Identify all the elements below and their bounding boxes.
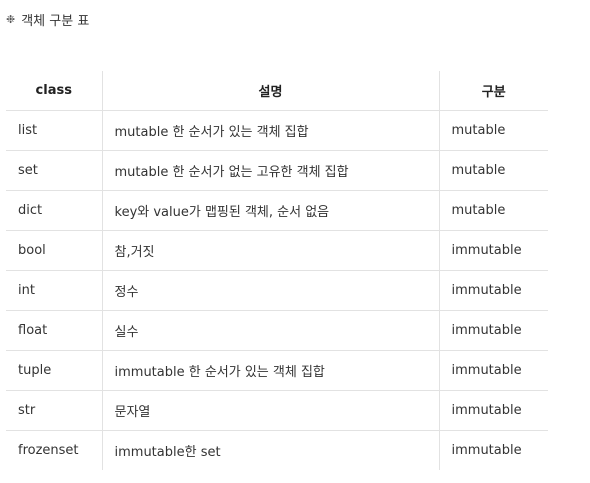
table-row: list mutable 한 순서가 있는 객체 집합 mutable	[6, 110, 548, 151]
table-row: str 문자열 immutable	[6, 390, 548, 431]
cell-category: immutable	[438, 270, 548, 311]
table-row: frozenset immutable한 set immutable	[6, 430, 548, 470]
table-row: tuple immutable 한 순서가 있는 객체 집합 immutable	[6, 350, 548, 391]
cell-description: 실수	[101, 310, 439, 351]
cell-class: bool	[6, 230, 102, 271]
header-class: class	[6, 71, 102, 111]
table-row: dict key와 value가 맵핑된 객체, 순서 없음 mutable	[6, 190, 548, 231]
cell-class: int	[6, 270, 102, 311]
cell-category: immutable	[438, 390, 548, 431]
object-classification-table: class 설명 구분 list mutable 한 순서가 있는 객체 집합 …	[6, 71, 548, 470]
section-title: 객체 구분 표	[21, 13, 90, 29]
cell-description: mutable 한 순서가 없는 고유한 객체 집합	[101, 150, 439, 191]
header-description: 설명	[101, 71, 439, 111]
cell-description: key와 value가 맵핑된 객체, 순서 없음	[101, 190, 439, 231]
cell-class: list	[6, 110, 102, 151]
table-row: bool 참,거짓 immutable	[6, 230, 548, 271]
bullet-icon: ❉	[6, 12, 16, 26]
cell-class: float	[6, 310, 102, 351]
cell-description: 정수	[101, 270, 439, 311]
table-header-row: class 설명 구분	[6, 71, 548, 111]
cell-class: set	[6, 150, 102, 191]
cell-description: immutable한 set	[101, 430, 439, 470]
table-row: float 실수 immutable	[6, 310, 548, 351]
cell-description: 문자열	[101, 390, 439, 431]
cell-description: mutable 한 순서가 있는 객체 집합	[101, 110, 439, 151]
cell-description: 참,거짓	[101, 230, 439, 271]
cell-category: immutable	[438, 310, 548, 351]
cell-category: mutable	[438, 110, 548, 151]
cell-class: frozenset	[18, 443, 79, 458]
cell-category: immutable	[438, 430, 548, 470]
cell-class: dict	[6, 190, 102, 231]
cell-class: str	[6, 390, 102, 431]
cell-category: mutable	[438, 150, 548, 191]
header-category: 구분	[438, 71, 548, 111]
cell-category: immutable	[438, 230, 548, 271]
cell-description: immutable 한 순서가 있는 객체 집합	[101, 350, 439, 391]
cell-class: tuple	[6, 350, 102, 391]
table-row: set mutable 한 순서가 없는 고유한 객체 집합 mutable	[6, 150, 548, 191]
cell-category: mutable	[438, 190, 548, 231]
cell-category: immutable	[438, 350, 548, 391]
section-heading: ❉ 객체 구분 표	[6, 10, 90, 29]
table-row: int 정수 immutable	[6, 270, 548, 311]
